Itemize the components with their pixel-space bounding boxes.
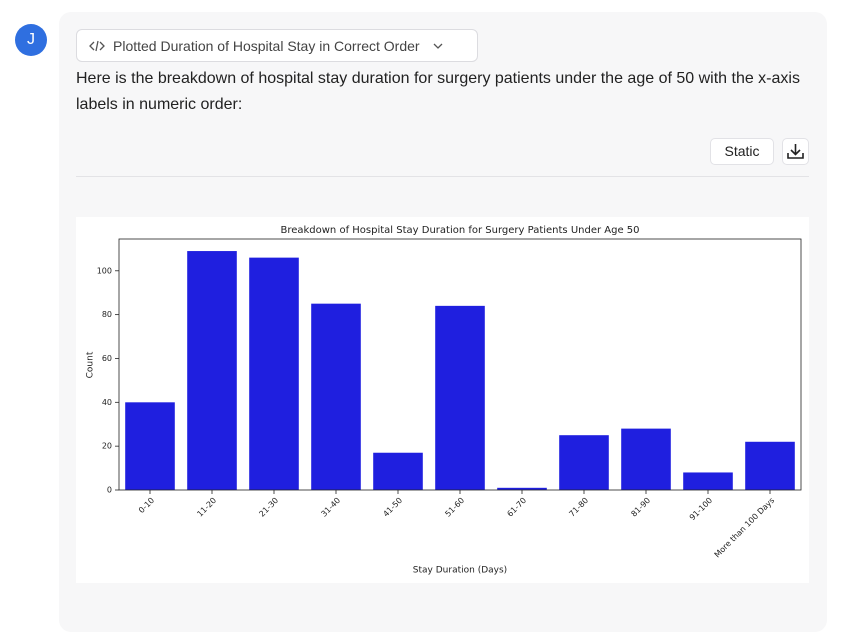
tool-button-label: Plotted Duration of Hospital Stay in Cor… [113,37,420,54]
static-button[interactable]: Static [710,138,774,165]
x-tick-label: 51-60 [443,496,466,519]
x-tick-label: More than 100 Days [713,496,777,560]
divider [76,176,809,177]
chart: Breakdown of Hospital Stay Duration for … [76,217,809,583]
x-tick-label: 41-50 [381,496,404,519]
x-axis-label: Stay Duration (Days) [413,566,507,576]
bar [187,251,237,490]
avatar[interactable]: J [15,24,47,56]
y-tick-label: 80 [102,310,112,319]
bar [683,472,733,490]
x-tick-label: 31-40 [319,496,342,519]
plot-frame [118,238,802,491]
x-tick-label: 11-20 [195,496,218,519]
download-icon [787,144,804,159]
bar [621,428,671,490]
download-button[interactable] [782,138,809,165]
x-tick-label: 71-80 [567,496,590,519]
bar [497,487,547,490]
x-tick-label: 91-100 [688,496,714,522]
bar [125,402,175,490]
bar [745,441,795,490]
x-tick-label: 21-30 [257,496,280,519]
y-tick-label: 0 [107,486,112,495]
x-tick-label: 81-90 [629,496,652,519]
bar [373,452,423,490]
chevron-icon [433,43,443,49]
y-tick-label: 20 [102,442,112,451]
y-axis-label: Count [86,351,96,378]
x-tick-label: 61-70 [505,496,528,519]
message-text: Here is the breakdown of hospital stay d… [76,70,800,113]
y-tick-label: 100 [97,266,112,275]
code-icon [89,40,105,51]
y-tick-label: 40 [102,398,112,407]
chart-title: Breakdown of Hospital Stay Duration for … [280,225,639,236]
bar [249,257,299,490]
bar [311,303,361,490]
bar [435,305,485,490]
tool-button[interactable]: Plotted Duration of Hospital Stay in Cor… [76,29,478,62]
bar [559,435,609,490]
y-tick-label: 60 [102,354,112,363]
page: J Plotted Duration of Hospital Stay in C… [15,24,809,583]
x-tick-label: 0-10 [137,496,156,515]
